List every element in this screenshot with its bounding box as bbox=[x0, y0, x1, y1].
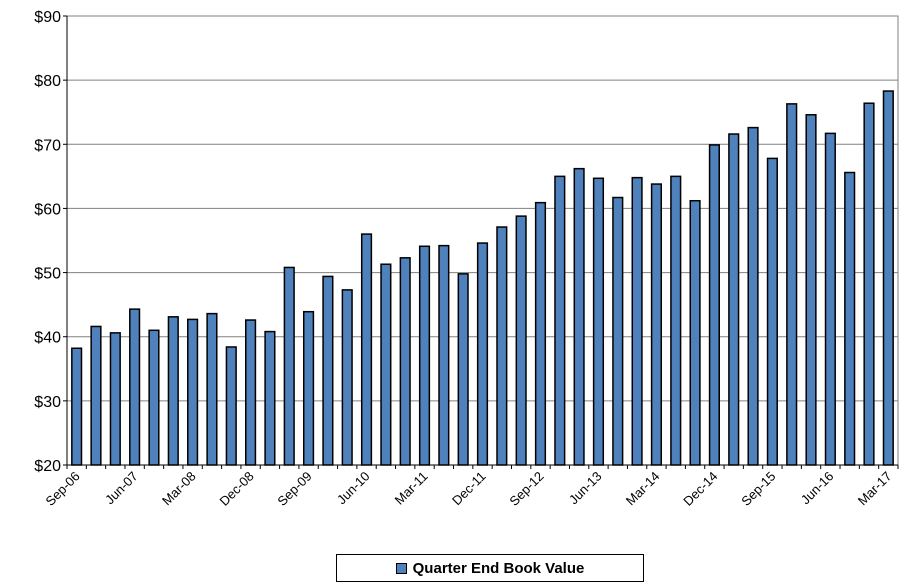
bars bbox=[71, 90, 894, 466]
y-tick-label: $50 bbox=[34, 266, 61, 283]
bar bbox=[341, 289, 353, 466]
bar bbox=[206, 312, 218, 466]
x-tick-label: Jun-07 bbox=[102, 469, 141, 508]
bar bbox=[129, 308, 141, 466]
x-axis-tick-labels: Sep-06 Jun-07 Mar-08 Dec-08 Sep-09 Jun-10 Mar-… bbox=[43, 469, 895, 509]
bar bbox=[689, 199, 701, 466]
legend-swatch bbox=[395, 562, 407, 574]
bar bbox=[380, 263, 392, 466]
bar bbox=[708, 144, 720, 466]
bar bbox=[438, 244, 450, 466]
bar bbox=[399, 257, 411, 466]
bar bbox=[786, 103, 798, 466]
bar bbox=[187, 318, 199, 466]
bar bbox=[302, 310, 315, 466]
y-tick-label: $70 bbox=[34, 137, 61, 154]
x-tick-label: Sep-12 bbox=[506, 469, 546, 509]
bar bbox=[225, 346, 237, 466]
x-tick-label: Mar-17 bbox=[855, 469, 895, 509]
bar bbox=[360, 233, 373, 466]
x-tick-label: Dec-14 bbox=[680, 469, 720, 509]
bar bbox=[283, 266, 295, 466]
y-tick-label: $60 bbox=[34, 201, 61, 218]
bar bbox=[728, 133, 740, 466]
bar bbox=[457, 273, 469, 466]
legend: Quarter End Book Value bbox=[336, 554, 644, 582]
bar bbox=[322, 275, 334, 466]
bar bbox=[631, 176, 643, 466]
bar bbox=[515, 215, 527, 466]
x-tick-label: Jun-13 bbox=[566, 469, 605, 508]
x-tick-label: Mar-11 bbox=[392, 469, 431, 508]
bar bbox=[418, 245, 431, 466]
bar bbox=[863, 102, 875, 466]
bar bbox=[534, 201, 547, 466]
bar bbox=[554, 175, 566, 466]
bar bbox=[747, 126, 759, 466]
bar bbox=[90, 325, 102, 466]
x-tick-label: Mar-14 bbox=[623, 469, 663, 509]
bar bbox=[573, 167, 585, 466]
y-tick-label: $30 bbox=[34, 394, 61, 411]
y-tick-label: $90 bbox=[34, 9, 61, 26]
bar bbox=[71, 347, 83, 466]
axes bbox=[63, 15, 899, 469]
y-axis-tick-labels: $20 $30 $40 $50 $60 $70 $80 $90 bbox=[34, 9, 61, 475]
bar bbox=[670, 175, 682, 466]
bar bbox=[245, 319, 257, 466]
x-tick-label: Mar-08 bbox=[159, 469, 199, 509]
y-tick-label: $40 bbox=[34, 330, 61, 347]
y-tick-label: $20 bbox=[34, 458, 61, 475]
bar bbox=[148, 329, 160, 466]
bar bbox=[496, 226, 508, 466]
bar bbox=[264, 330, 276, 466]
bar bbox=[882, 90, 894, 466]
bar bbox=[592, 177, 605, 466]
bar bbox=[167, 316, 179, 466]
x-tick-label: Sep-15 bbox=[738, 469, 778, 509]
bar bbox=[650, 183, 663, 466]
bar bbox=[476, 242, 489, 466]
x-tick-label: Jun-16 bbox=[798, 469, 837, 508]
bar bbox=[612, 196, 624, 466]
y-tick-label: $80 bbox=[34, 73, 61, 90]
x-tick-label: Sep-09 bbox=[274, 469, 314, 509]
bar bbox=[844, 171, 856, 466]
bar bbox=[766, 157, 778, 466]
bar bbox=[805, 114, 817, 466]
bar bbox=[109, 332, 121, 466]
bar bbox=[824, 132, 836, 466]
x-tick-label: Dec-08 bbox=[216, 469, 256, 509]
legend-label: Quarter End Book Value bbox=[412, 559, 585, 577]
x-tick-label: Dec-11 bbox=[449, 469, 489, 509]
x-tick-label: Jun-10 bbox=[334, 469, 373, 508]
